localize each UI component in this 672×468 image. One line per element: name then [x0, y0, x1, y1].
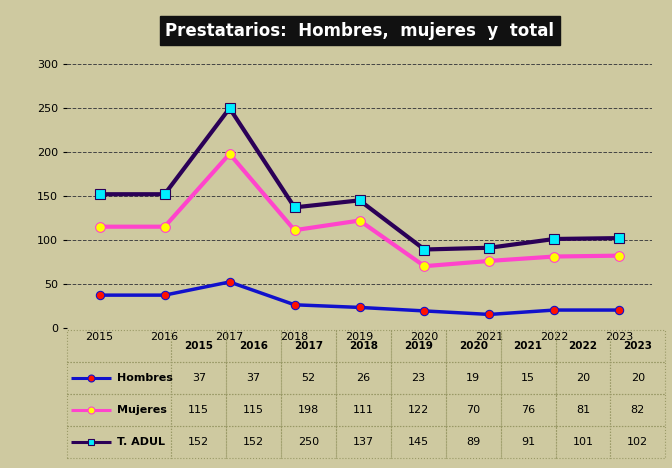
Bar [226, 330, 281, 362]
Text: 152: 152 [188, 437, 210, 447]
Text: 111: 111 [353, 405, 374, 415]
Text: 122: 122 [408, 405, 429, 415]
Bar [336, 426, 391, 458]
Bar [67, 362, 171, 394]
Text: 2019: 2019 [404, 341, 433, 351]
Text: Mujeres: Mujeres [117, 405, 167, 415]
Bar [67, 426, 171, 458]
Title: Prestatarios:  Hombres,  mujeres  y  total: Prestatarios: Hombres, mujeres y total [165, 22, 554, 40]
Text: 101: 101 [573, 437, 593, 447]
Text: 15: 15 [521, 373, 535, 383]
Bar [391, 394, 446, 426]
Bar [281, 362, 336, 394]
Text: 137: 137 [353, 437, 374, 447]
Bar [226, 394, 281, 426]
Bar [67, 394, 171, 426]
Bar [391, 362, 446, 394]
Text: 2022: 2022 [569, 341, 597, 351]
Bar [171, 426, 226, 458]
Text: 89: 89 [466, 437, 480, 447]
Text: 52: 52 [302, 373, 316, 383]
Text: 19: 19 [466, 373, 480, 383]
Bar [281, 426, 336, 458]
Text: Hombres: Hombres [117, 373, 173, 383]
Text: 115: 115 [243, 405, 264, 415]
Bar [171, 362, 226, 394]
Text: 26: 26 [356, 373, 370, 383]
Bar [226, 362, 281, 394]
Bar [171, 394, 226, 426]
Bar [610, 330, 665, 362]
Text: 23: 23 [411, 373, 425, 383]
Bar [336, 362, 391, 394]
Text: 37: 37 [192, 373, 206, 383]
Text: 82: 82 [631, 405, 645, 415]
Bar [446, 394, 501, 426]
Bar [501, 426, 556, 458]
Text: 2023: 2023 [624, 341, 653, 351]
Text: 91: 91 [521, 437, 535, 447]
Text: 2020: 2020 [459, 341, 488, 351]
Text: 2018: 2018 [349, 341, 378, 351]
Text: 81: 81 [576, 405, 590, 415]
Bar [226, 426, 281, 458]
Bar [610, 394, 665, 426]
Text: 115: 115 [188, 405, 209, 415]
Text: 2016: 2016 [239, 341, 268, 351]
Text: 2017: 2017 [294, 341, 323, 351]
Text: 37: 37 [247, 373, 261, 383]
Text: 2021: 2021 [513, 341, 542, 351]
Text: 152: 152 [243, 437, 264, 447]
Bar [336, 330, 391, 362]
Bar [556, 362, 610, 394]
Text: 20: 20 [631, 373, 645, 383]
Bar [446, 426, 501, 458]
Bar [501, 330, 556, 362]
Bar [446, 330, 501, 362]
Text: 198: 198 [298, 405, 319, 415]
Bar [501, 394, 556, 426]
Bar [281, 330, 336, 362]
Bar [336, 394, 391, 426]
Bar [67, 330, 171, 362]
Text: 20: 20 [576, 373, 590, 383]
Text: 2015: 2015 [184, 341, 213, 351]
Bar [171, 330, 226, 362]
Bar [391, 330, 446, 362]
Text: 145: 145 [408, 437, 429, 447]
Bar [446, 362, 501, 394]
Bar [556, 426, 610, 458]
Bar [556, 330, 610, 362]
Text: 250: 250 [298, 437, 319, 447]
Bar [610, 362, 665, 394]
Bar [501, 362, 556, 394]
Bar [391, 426, 446, 458]
Text: 102: 102 [627, 437, 648, 447]
Bar [281, 394, 336, 426]
Text: 76: 76 [521, 405, 535, 415]
Text: T. ADUL: T. ADUL [117, 437, 165, 447]
Text: 70: 70 [466, 405, 480, 415]
Bar [610, 426, 665, 458]
Bar [556, 394, 610, 426]
